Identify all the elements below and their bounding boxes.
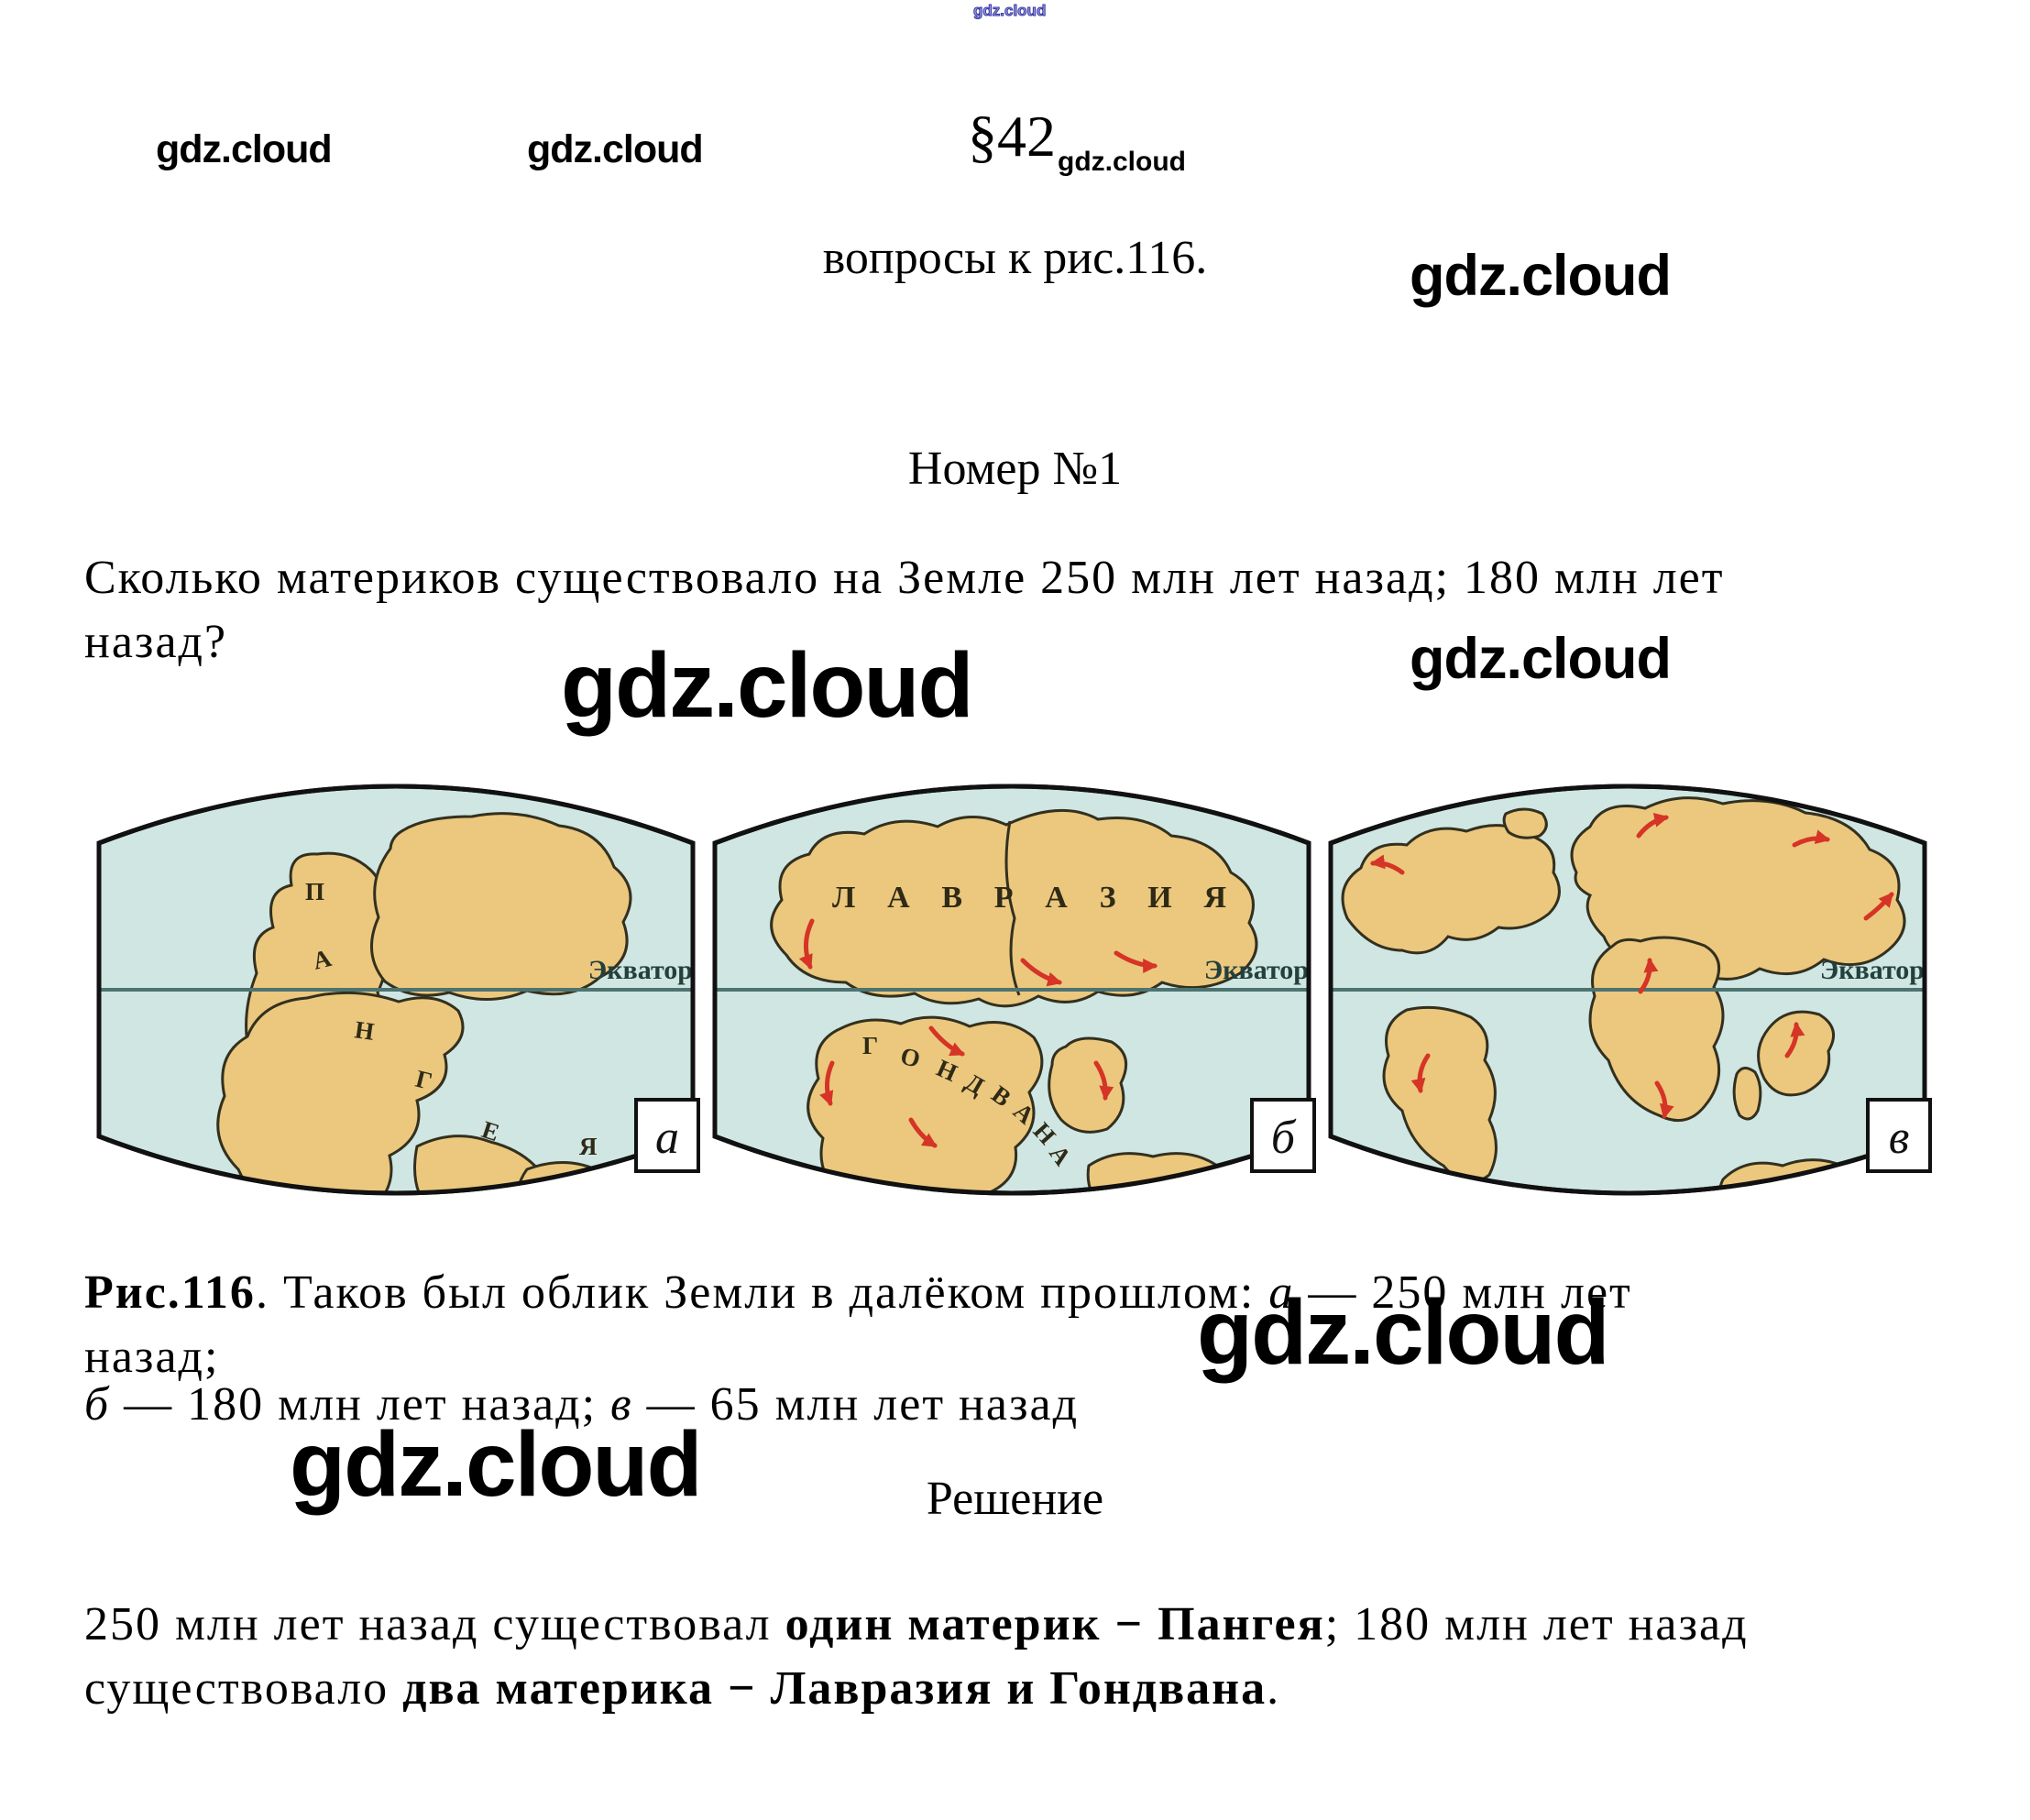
watermark-gdzcloud-bottom-left: gdz.cloud (290, 1413, 703, 1516)
answer-bold: один материк (785, 1598, 1102, 1650)
continent-letter: Г (862, 1032, 878, 1059)
drift-arrow (1114, 950, 1158, 973)
drift-arrow (1636, 812, 1670, 839)
landmass-greenland (1502, 807, 1548, 839)
corner-label: б (1271, 1112, 1297, 1164)
map-panel-a-pangea: П А Н Г Е Я Экватор а (96, 784, 700, 1196)
equator-label: Экватор (1204, 955, 1309, 985)
drift-arrow (819, 1060, 835, 1107)
answer-line-2: существовало два материка − Лавразия и Г… (84, 1659, 1280, 1718)
watermark-gdzcloud-right-3: gdz.cloud (1197, 1281, 1610, 1384)
landmass-india (1757, 1010, 1836, 1097)
corner-label-box (1250, 1098, 1316, 1173)
drift-arrow (1593, 1206, 1622, 1212)
caption-text: — 250 млн лет (1294, 1266, 1632, 1319)
section-number: §42 (968, 104, 1056, 169)
drift-arrow (1863, 892, 1894, 921)
watermark-gdzcloud-header-left: gdz.cloud (156, 127, 333, 171)
drift-arrow (928, 1025, 965, 1057)
watermark-gdzcloud-header-mid: gdz.cloud (527, 127, 704, 171)
corner-label: а (655, 1112, 679, 1164)
figure-caption-line-3: б — 180 млн лет назад; в — 65 млн лет на… (84, 1375, 1079, 1434)
answer-bold: Пангея (1158, 1598, 1325, 1650)
landmass-madagascar (1732, 1067, 1762, 1121)
landmass (216, 991, 465, 1193)
figure-number: Рис.116 (84, 1266, 256, 1319)
continental-split-line (1004, 820, 1021, 996)
question-line-1: Сколько материков существовало на Земле … (84, 552, 1725, 604)
continent-letter: П (305, 878, 324, 905)
subtitle: вопросы к рис.116. (822, 232, 1208, 284)
drift-arrow (1410, 1053, 1431, 1094)
map-panel-c-modern: Экватор в (1328, 784, 1932, 1216)
drift-arrow (1792, 829, 1831, 848)
caption-text: . Таков был облик Земли в далёком прошло… (255, 1266, 1269, 1319)
caption-text: — 180 млн лет назад; (110, 1378, 611, 1431)
drift-arrow (1654, 1080, 1674, 1120)
drift-arrow (798, 918, 815, 970)
drift-arrow (995, 1207, 1028, 1211)
landmass-laurasia (770, 808, 1258, 1008)
caption-item-a: а (1268, 1266, 1295, 1319)
corner-label-box (634, 1098, 700, 1173)
drift-arrow (908, 1117, 938, 1148)
answer-bold: Лавразия и Гондвана (770, 1662, 1267, 1715)
caption-item-v: в (610, 1378, 633, 1431)
figure-caption-line-1: Рис.116. Таков был облик Земли в далёком… (84, 1263, 1632, 1322)
caption-text: — 65 млн лет назад (632, 1378, 1080, 1431)
continent-letter: Г (413, 1065, 435, 1095)
drift-arrow (1093, 1060, 1114, 1102)
equator-label: Экватор (588, 955, 693, 985)
drift-arrow (1810, 1179, 1843, 1193)
landmass-fragment (933, 1197, 1059, 1216)
answer-bold: два материка (402, 1662, 714, 1715)
answer-text: ; 180 млн лет назад (1324, 1598, 1749, 1650)
landmass-australia (1718, 1158, 1873, 1193)
answer-text: существовало (84, 1662, 403, 1715)
figure-caption-line-2: назад; (84, 1331, 220, 1383)
caption-item-b: б (84, 1378, 111, 1431)
continent-letter: Н (353, 1015, 376, 1046)
landmass-africa (1588, 936, 1725, 1123)
equator-label: Экватор (1820, 955, 1925, 985)
landmass (369, 812, 632, 1001)
drift-arrow (1784, 1021, 1805, 1058)
watermark-gdzcloud-center-big: gdz.cloud (561, 634, 974, 737)
answer-dash: − (1101, 1598, 1158, 1650)
landmass-south-america (1382, 1005, 1498, 1184)
corner-label: в (1889, 1112, 1910, 1164)
continent-letter: Я (579, 1133, 598, 1160)
solution-heading: Решение (926, 1473, 1104, 1525)
map-panel-b-laurasia-gondwana: Л А В Р А З И Я Г О Н Д В А Н А Экватор … (712, 784, 1316, 1216)
answer-line-1: 250 млн лет назад существовал один матер… (84, 1595, 1749, 1654)
landmass-gondwana (807, 1015, 1044, 1193)
watermark-gdzcloud-right-2: gdz.cloud (1410, 627, 1672, 691)
continent-label-laurasia: Л А В Р А З И Я (832, 881, 1226, 915)
watermark-gdzcloud-top: gdz.cloud (972, 2, 1047, 19)
answer-text: 250 млн лет назад существовал (84, 1598, 785, 1650)
answer-text: . (1267, 1662, 1281, 1715)
landmass-north-america (1341, 824, 1561, 955)
corner-label-box (1866, 1098, 1932, 1173)
landmass-fragment (1048, 1036, 1128, 1134)
landmass-antarctica (1485, 1197, 1705, 1216)
drift-arrow (1638, 957, 1659, 994)
drift-arrow (1020, 958, 1063, 987)
answer-dash: − (713, 1662, 771, 1715)
task-title: Номер №1 (907, 443, 1123, 495)
watermark-gdzcloud-right-1: gdz.cloud (1410, 244, 1672, 308)
drift-arrow (1194, 1187, 1227, 1193)
drift-arrow (1369, 854, 1405, 875)
watermark-gdzcloud-section-sub: gdz.cloud (1058, 147, 1186, 177)
question-line-2: назад? (84, 616, 228, 668)
